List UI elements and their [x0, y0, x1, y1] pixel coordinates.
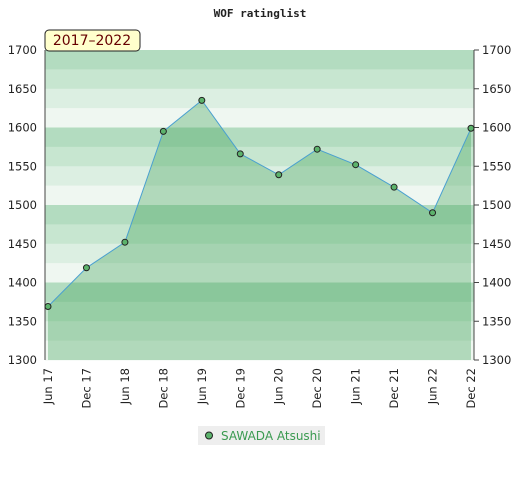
- y2-tick-label: 1500: [482, 198, 511, 212]
- point: [275, 171, 283, 179]
- x-tick-label: Jun 19: [195, 368, 209, 405]
- y-tick-label: 1600: [8, 121, 37, 135]
- y-tick-label: 1300: [8, 353, 37, 367]
- y-tick-label: 1400: [8, 276, 37, 290]
- legend-label: SAWADA Atsushi: [221, 429, 321, 443]
- chart-title: WOF ratinglist: [214, 7, 307, 20]
- band: [45, 224, 474, 245]
- y2-tick-label: 1550: [482, 159, 511, 173]
- band: [45, 243, 474, 264]
- x-tick-label: Jun 17: [41, 368, 55, 405]
- band: [45, 69, 474, 90]
- point: [44, 303, 52, 311]
- y-tick-label: 1500: [8, 198, 37, 212]
- point: [429, 209, 437, 217]
- legend-marker: [205, 431, 213, 440]
- x-tick-label: Dec 22: [464, 368, 478, 409]
- x-tick-label: Dec 20: [310, 368, 324, 409]
- point: [198, 96, 206, 104]
- y-tick-label: 1350: [8, 314, 37, 328]
- x-tick-label: Jun 21: [349, 368, 363, 405]
- band: [45, 146, 474, 167]
- y2-tick-label: 1700: [482, 43, 511, 57]
- line: [47, 99, 472, 307]
- y2-tick-label: 1350: [482, 314, 511, 328]
- band: [45, 340, 474, 361]
- x-tick-label: Dec 18: [156, 368, 170, 409]
- band: [45, 108, 474, 128]
- band: [45, 205, 474, 225]
- band: [45, 127, 474, 148]
- point: [467, 124, 475, 132]
- band: [45, 321, 474, 342]
- point: [82, 264, 90, 272]
- y-tick-label: 1450: [8, 237, 37, 251]
- y2-tick-label: 1400: [482, 276, 511, 290]
- x-tick-label: Jun 22: [426, 368, 440, 405]
- y2-tick-label: 1450: [482, 237, 511, 251]
- y-tick-label: 1650: [8, 82, 37, 96]
- x-tick-label: Dec 19: [233, 368, 247, 409]
- x-tick-label: Jun 18: [118, 368, 132, 405]
- badge-box: [44, 29, 141, 52]
- area: [48, 100, 471, 360]
- x-tick-label: Jun 20: [272, 368, 286, 405]
- y-tick-label: 1550: [8, 159, 37, 173]
- point: [236, 150, 244, 158]
- point: [159, 127, 167, 135]
- band: [45, 282, 474, 303]
- band: [45, 185, 474, 206]
- band: [45, 263, 474, 283]
- x-tick-label: Dec 17: [79, 368, 93, 409]
- band: [45, 50, 474, 70]
- legend-box: [198, 426, 325, 445]
- point: [352, 161, 360, 169]
- background-bands: [45, 50, 474, 361]
- y2-tick-label: 1300: [482, 353, 511, 367]
- x-tick-label: Dec 21: [387, 368, 401, 409]
- y-tick-label: 1700: [8, 43, 37, 57]
- y2-tick-label: 1600: [482, 121, 511, 135]
- band: [45, 88, 474, 109]
- point: [390, 183, 398, 191]
- badge: 2017–2022: [53, 33, 131, 49]
- y2-tick-label: 1650: [482, 82, 511, 96]
- band: [45, 301, 474, 322]
- point: [121, 238, 129, 246]
- point: [313, 145, 321, 153]
